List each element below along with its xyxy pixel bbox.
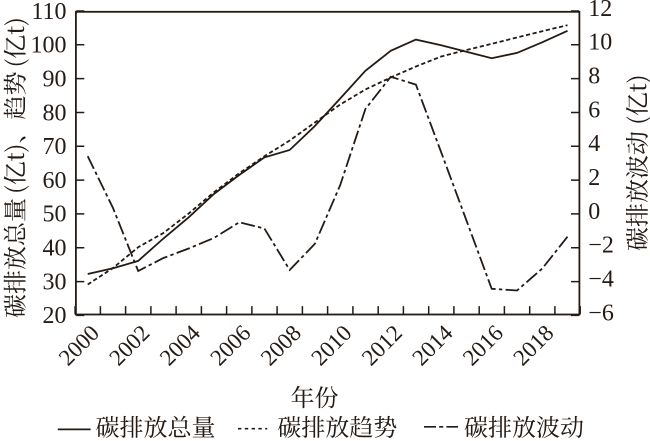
svg-text:0: 0 — [588, 199, 600, 225]
svg-text:20: 20 — [43, 303, 67, 329]
svg-text:−4: −4 — [588, 267, 614, 293]
svg-text:70: 70 — [43, 134, 67, 160]
svg-text:10: 10 — [588, 30, 612, 56]
svg-text:40: 40 — [43, 236, 67, 262]
svg-text:60: 60 — [43, 168, 67, 194]
svg-text:12: 12 — [588, 0, 612, 22]
svg-text:50: 50 — [43, 202, 67, 228]
svg-text:−2: −2 — [588, 233, 614, 259]
svg-text:8: 8 — [588, 64, 600, 90]
svg-text:100: 100 — [31, 33, 67, 59]
svg-text:−6: −6 — [588, 300, 614, 326]
svg-text:80: 80 — [43, 100, 67, 126]
svg-text:6: 6 — [588, 97, 600, 123]
svg-text:110: 110 — [31, 0, 66, 25]
svg-text:90: 90 — [43, 66, 67, 92]
svg-text:2: 2 — [588, 165, 600, 191]
svg-text:30: 30 — [43, 269, 67, 295]
svg-text:4: 4 — [588, 131, 600, 157]
